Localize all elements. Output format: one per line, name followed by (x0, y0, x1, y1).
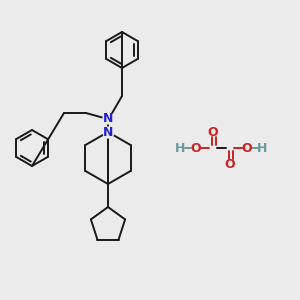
Text: N: N (103, 112, 113, 124)
Text: O: O (191, 142, 201, 154)
Text: H: H (175, 142, 185, 154)
Point (106, 116, 110, 120)
Text: O: O (242, 142, 252, 154)
Text: H: H (257, 142, 267, 154)
Text: N: N (103, 125, 113, 139)
Text: O: O (225, 158, 235, 170)
Point (106, 130, 110, 134)
Text: O: O (208, 125, 218, 139)
